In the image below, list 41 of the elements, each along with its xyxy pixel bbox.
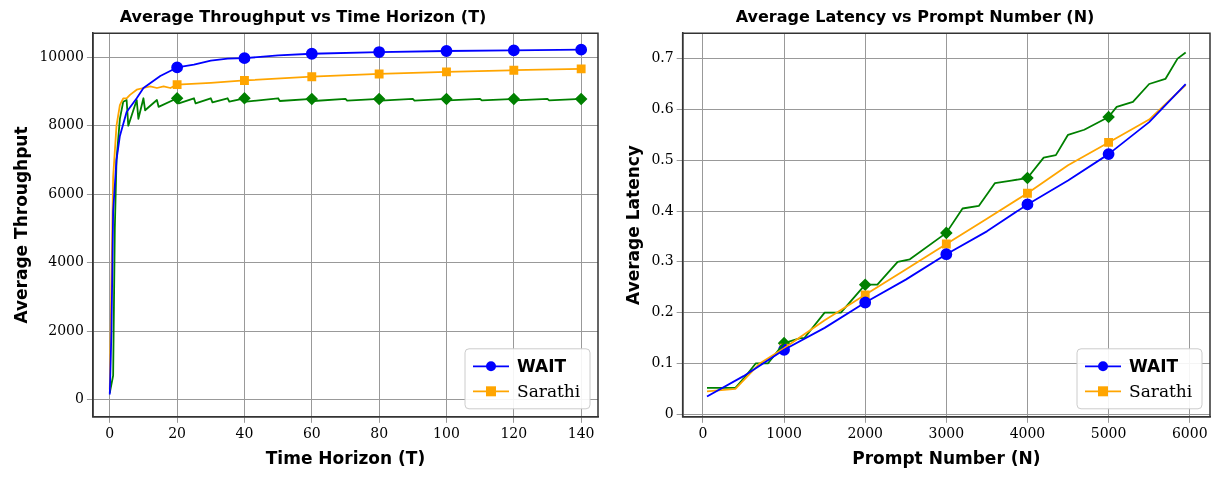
y-tick-label: 0 — [664, 404, 674, 421]
x-tick-label: 60 — [302, 424, 321, 441]
chart-title: Average Throughput vs Time Horizon (T) — [119, 6, 487, 26]
x-tick-label: 80 — [370, 424, 389, 441]
x-tick-label: 40 — [235, 424, 254, 441]
legend-label: WAIT — [1129, 355, 1179, 376]
y-tick-label: 0.2 — [651, 303, 674, 320]
y-axis-title: Average Throughput — [10, 126, 31, 324]
y-tick-label: 10000 — [39, 47, 84, 64]
y-tick-label: 0.5 — [651, 150, 674, 167]
x-tick-label: 120 — [500, 424, 528, 441]
y-tick-label: 4000 — [48, 253, 84, 270]
legend-label: WAIT — [517, 355, 567, 376]
y-tick-label: 2000 — [48, 321, 84, 338]
x-tick-label: 5000 — [1090, 424, 1127, 441]
x-tick-label: 3000 — [928, 424, 965, 441]
y-tick-label: 0 — [75, 390, 84, 407]
x-tick-label: 2000 — [847, 424, 884, 441]
chart-title: Average Latency vs Prompt Number (N) — [735, 6, 1095, 26]
x-axis-title: Time Horizon (T) — [265, 448, 426, 469]
x-tick-label: 1000 — [766, 424, 802, 441]
x-tick-label: 6000 — [1171, 424, 1208, 441]
x-tick-label: 140 — [567, 424, 595, 441]
x-tick-label: 100 — [433, 424, 460, 441]
y-tick-label: 8000 — [48, 116, 84, 133]
y-tick-label: 0.6 — [651, 100, 674, 117]
legend-label: Sarathi — [517, 380, 581, 401]
x-tick-label: 0 — [698, 424, 708, 441]
y-tick-label: 0.3 — [651, 252, 674, 269]
y-tick-label: 0.4 — [651, 201, 674, 218]
point — [575, 93, 588, 105]
point — [576, 64, 586, 74]
legend-label: Sarathi — [1129, 380, 1193, 401]
y-axis-title: Average Latency — [622, 145, 643, 305]
x-tick-label: 0 — [105, 424, 115, 441]
x-tick-label: 20 — [168, 424, 187, 441]
y-tick-label: 6000 — [48, 184, 84, 201]
y-tick-label: 0.1 — [651, 354, 674, 371]
y-tick-label: 0.7 — [651, 49, 674, 66]
x-axis-title: Prompt Number (N) — [852, 448, 1041, 469]
x-tick-label: 4000 — [1009, 424, 1046, 441]
